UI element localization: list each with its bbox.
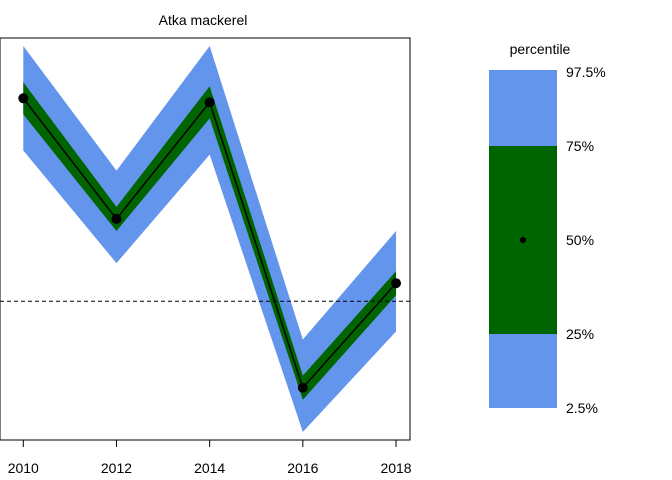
legend-median-dot <box>520 237 526 243</box>
legend: percentile 97.5% 75% 50% 25% 2.5% <box>489 41 606 416</box>
legend-swatch-outer-bottom <box>489 334 557 408</box>
plot-frame <box>0 37 411 441</box>
median-point <box>18 93 29 104</box>
x-tick-label: 2014 <box>194 460 225 476</box>
legend-swatch-outer-top <box>489 70 557 146</box>
chart-title: Atka mackerel <box>159 12 248 28</box>
legend-label-75: 75% <box>566 138 594 154</box>
x-tick-label: 2016 <box>287 460 318 476</box>
legend-label-25: 25% <box>566 326 594 342</box>
band-2-5-97-5 <box>23 46 397 432</box>
x-tick-label: 2010 <box>8 460 39 476</box>
legend-label-50: 50% <box>566 232 594 248</box>
x-axis: 2010 2012 2014 2016 2018 <box>8 440 412 476</box>
legend-label-97-5: 97.5% <box>566 64 606 80</box>
x-tick-label: 2012 <box>101 460 132 476</box>
x-tick-label: 2018 <box>380 460 411 476</box>
legend-title: percentile <box>510 41 571 57</box>
legend-label-2-5: 2.5% <box>566 400 598 416</box>
median-point <box>111 213 122 224</box>
median-point <box>204 97 215 108</box>
median-point <box>391 278 402 289</box>
median-points <box>18 93 402 393</box>
plot-area <box>0 46 410 432</box>
median-point <box>297 382 308 393</box>
